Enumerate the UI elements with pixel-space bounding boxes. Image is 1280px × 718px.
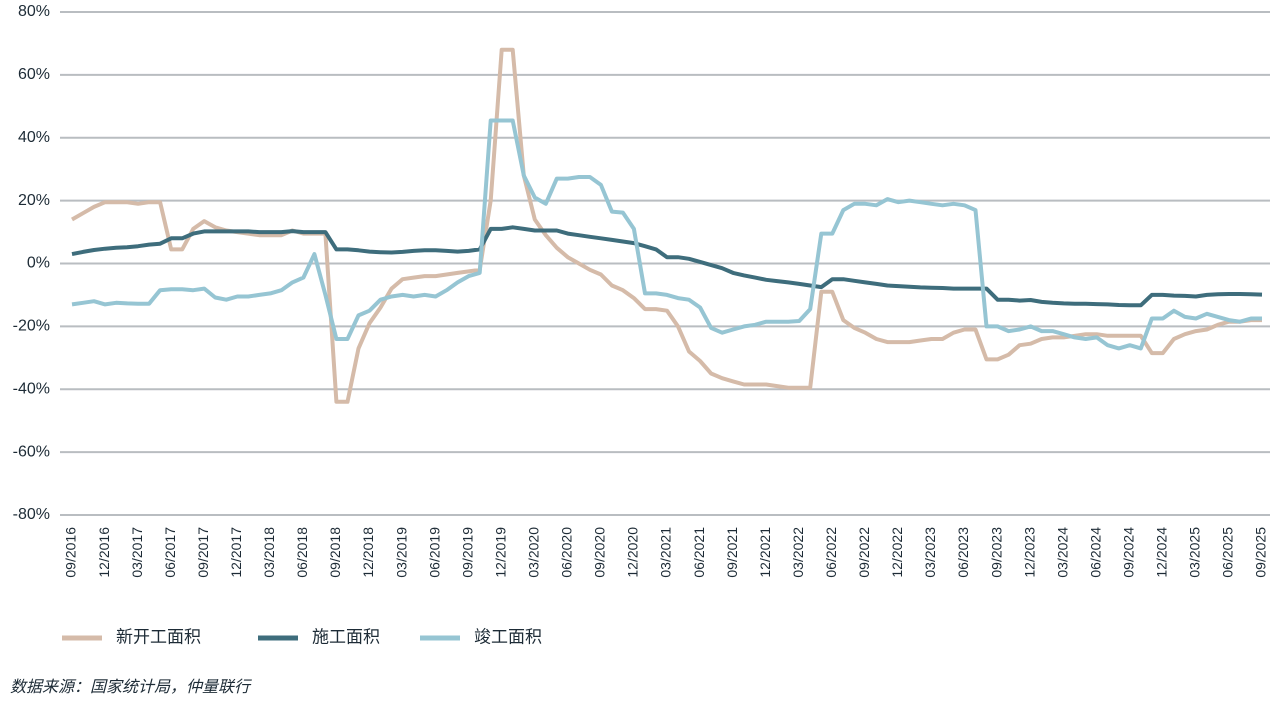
x-tick-label: 06/2025 — [1220, 527, 1236, 578]
x-tick-label: 06/2018 — [294, 527, 310, 578]
x-tick-label: 12/2020 — [625, 527, 641, 578]
y-tick-label: 20% — [18, 192, 50, 209]
x-tick-label: 09/2020 — [592, 527, 608, 578]
x-tick-label: 06/2017 — [162, 527, 178, 578]
y-tick-label: -80% — [13, 506, 50, 523]
y-tick-label: 40% — [18, 129, 50, 146]
x-tick-label: 12/2021 — [757, 527, 773, 578]
x-tick-label: 09/2023 — [988, 527, 1004, 578]
data-line — [71, 118, 1262, 351]
y-tick-label: -40% — [13, 380, 50, 397]
x-tick-label: 03/2017 — [129, 527, 145, 578]
x-tick-label: 12/2024 — [1154, 527, 1170, 578]
legend-label: 新开工面积 — [116, 627, 201, 646]
x-tick-label: 06/2020 — [559, 527, 575, 578]
x-tick-label: 09/2016 — [63, 527, 79, 578]
x-tick-label: 09/2021 — [724, 527, 740, 578]
x-tick-label: 03/2024 — [1054, 527, 1070, 578]
x-tick-label: 03/2018 — [261, 527, 277, 578]
x-tick-label: 12/2022 — [889, 527, 905, 578]
x-tick-label: 09/2022 — [856, 527, 872, 578]
x-tick-label: 09/2025 — [1253, 527, 1269, 578]
x-tick-label: 06/2024 — [1087, 527, 1103, 578]
x-tick-label: 09/2024 — [1120, 527, 1136, 578]
data-line — [71, 47, 1262, 404]
x-tick-label: 09/2018 — [327, 527, 343, 578]
y-tick-label: -60% — [13, 443, 50, 460]
source-note: 数据来源：国家统计局，仲量联行 — [10, 678, 252, 696]
x-tick-label: 03/2022 — [790, 527, 806, 578]
x-tick-label: 12/2023 — [1021, 527, 1037, 578]
y-tick-label: 80% — [18, 3, 50, 20]
x-tick-label: 12/2017 — [228, 527, 244, 578]
legend-label: 施工面积 — [312, 627, 380, 646]
x-tick-label: 12/2016 — [96, 527, 112, 578]
x-tick-label: 09/2019 — [459, 527, 475, 578]
x-tick-label: 06/2021 — [691, 527, 707, 578]
x-tick-label: 03/2019 — [393, 527, 409, 578]
y-tick-label: 60% — [18, 66, 50, 83]
x-tick-label: 09/2017 — [195, 527, 211, 578]
data-line — [71, 225, 1263, 308]
x-tick-label: 03/2023 — [922, 527, 938, 578]
legend-label: 竣工面积 — [474, 627, 542, 646]
x-tick-label: 12/2018 — [360, 527, 376, 578]
y-tick-label: 0% — [27, 255, 50, 272]
y-tick-label: -20% — [13, 318, 50, 335]
x-tick-label: 12/2019 — [492, 527, 508, 578]
x-tick-label: 06/2023 — [955, 527, 971, 578]
x-tick-label: 03/2021 — [658, 527, 674, 578]
x-tick-label: 06/2019 — [426, 527, 442, 578]
x-tick-label: 06/2022 — [823, 527, 839, 578]
x-tick-label: 03/2020 — [525, 527, 541, 578]
x-tick-label: 03/2025 — [1187, 527, 1203, 578]
